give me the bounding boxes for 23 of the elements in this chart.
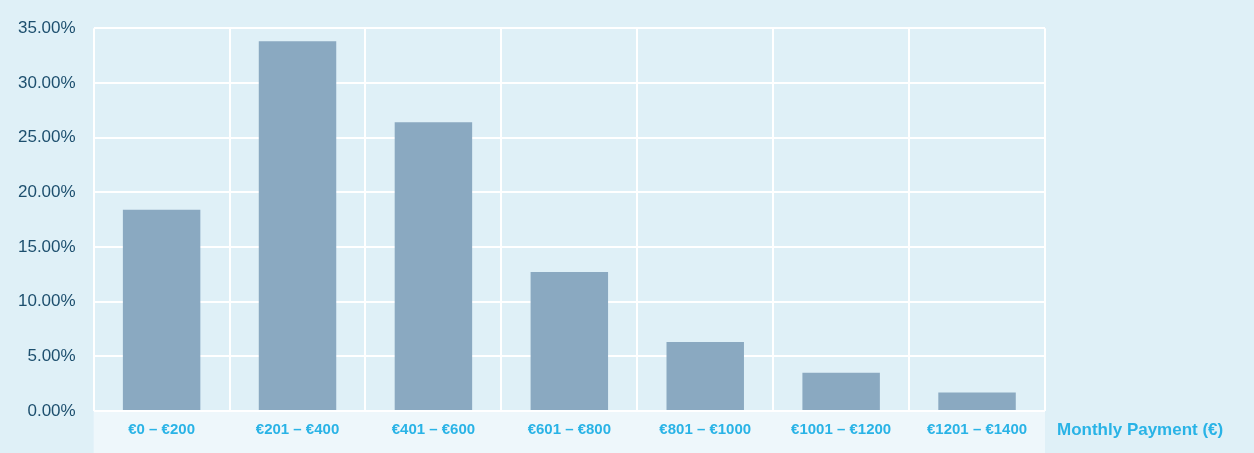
y-tick-label: 15.00% [17,236,76,256]
x-axis-title: Monthly Payment (€) [1057,419,1224,439]
x-tick-label: €801 – €1000 [659,420,752,438]
x-tick-label: €201 – €400 [255,420,340,438]
x-tick-label: €401 – €600 [391,420,476,438]
y-tick-label: 30.00% [17,72,76,92]
bar [258,41,337,410]
x-tick-label: €0 – €200 [128,420,195,438]
y-tick-label: 0.00% [27,400,76,420]
y-tick-label: 20.00% [17,181,76,201]
bar [666,342,744,410]
bar [122,209,201,410]
bar [530,272,609,410]
x-tick-label: €1001 – €1200 [791,420,892,438]
y-tick-label: 5.00% [27,346,76,365]
y-tick-label: 25.00% [17,127,76,147]
y-tick-label: 35.00% [17,17,76,37]
bar [394,122,473,410]
bar [802,372,880,410]
x-tick-label: €1201 – €1400 [926,420,1028,438]
x-tick-label: €601 – €800 [527,420,612,438]
bar [938,392,1016,410]
y-tick-label: 10.00% [17,291,76,311]
